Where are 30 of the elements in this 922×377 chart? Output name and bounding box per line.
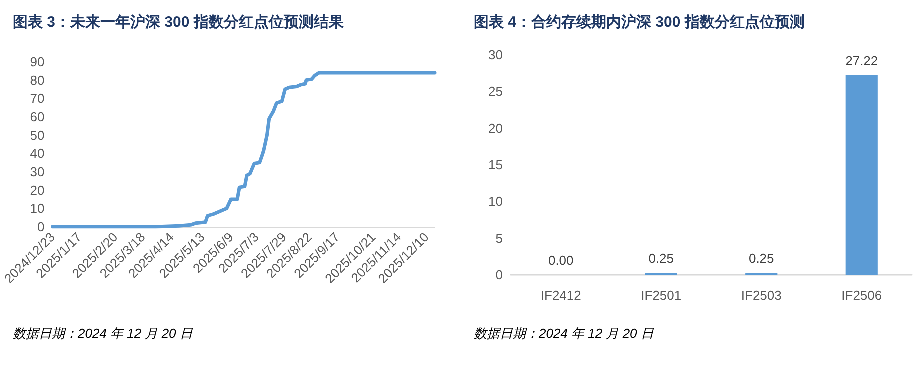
y-tick-label: 0 — [37, 220, 45, 234]
y-tick-label: 25 — [488, 84, 503, 100]
y-tick-label: 90 — [30, 54, 45, 70]
y-tick-label: 15 — [488, 158, 503, 172]
y-tick-label: 5 — [496, 230, 503, 246]
y-tick-label: 10 — [30, 201, 45, 216]
y-tick-label: 40 — [30, 146, 45, 162]
y-tick-label: 50 — [30, 128, 45, 143]
chart-title: 图表 3：未来一年沪深 300 指数分红点位预测结果 — [13, 13, 345, 31]
data-label: 0.25 — [748, 251, 774, 266]
y-tick-label: 80 — [30, 72, 45, 88]
data-label: 0.25 — [648, 251, 674, 266]
x-tick-label: IF2503 — [741, 288, 782, 303]
data-label: 0.00 — [548, 253, 574, 268]
y-tick-label: 30 — [488, 48, 503, 62]
chart-title: 图表 4：合约存续期内沪深 300 指数分红点位预测 — [474, 13, 805, 31]
y-tick-label: 30 — [30, 164, 45, 180]
x-tick-label: IF2412 — [540, 288, 582, 303]
data-label: 27.22 — [846, 53, 878, 68]
y-tick-label: 70 — [30, 91, 45, 106]
y-tick-label: 20 — [488, 120, 503, 136]
y-tick-label: 0 — [496, 268, 503, 282]
text: 数据日期：2024 年 12 月 20 日 — [13, 326, 194, 341]
text: 数据日期：2024 年 12 月 20 日 — [474, 326, 655, 341]
x-tick-label: IF2501 — [641, 288, 682, 303]
y-tick-label: 20 — [30, 182, 45, 198]
x-tick-label: IF2506 — [842, 288, 882, 303]
y-tick-label: 10 — [488, 194, 503, 210]
y-tick-label: 60 — [30, 110, 45, 124]
line-series — [50, 71, 437, 229]
